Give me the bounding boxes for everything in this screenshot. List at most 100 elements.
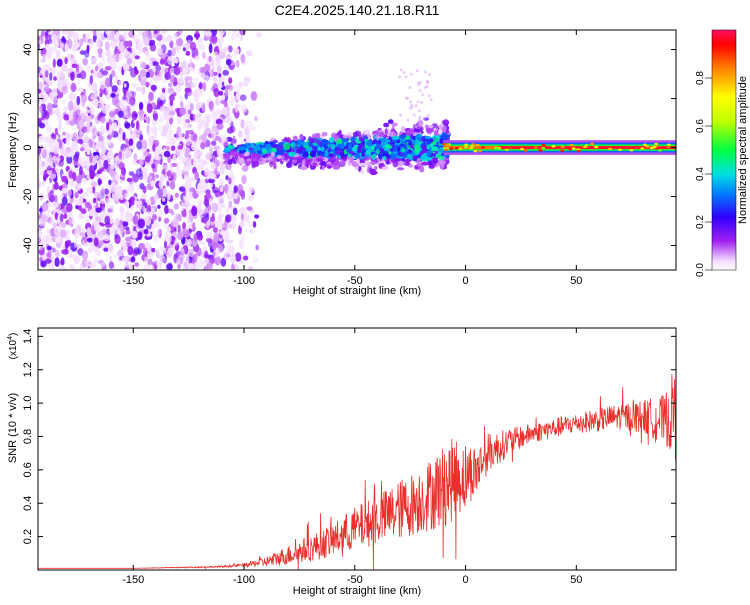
noise-blob <box>59 229 67 239</box>
noise-blob <box>241 174 247 185</box>
noise-blob <box>169 94 175 102</box>
noise-blob <box>50 267 57 270</box>
noise-blob <box>49 138 56 143</box>
noise-blob <box>156 159 161 165</box>
noise-blob <box>161 65 166 75</box>
band-blob <box>315 132 321 139</box>
noise-blob <box>146 103 153 114</box>
noise-blob <box>255 244 259 251</box>
band-blob <box>391 153 397 158</box>
noise-blob <box>52 58 56 69</box>
band-blob <box>314 146 318 152</box>
noise-blob <box>65 132 71 140</box>
noise-blob <box>98 134 103 142</box>
noise-blob <box>73 167 79 173</box>
noise-blob <box>89 74 94 85</box>
peak-blob <box>494 147 499 150</box>
noise-blob <box>104 215 111 225</box>
band-blob <box>238 146 246 151</box>
noise-blob <box>133 112 138 118</box>
ytick-label: 0.8 <box>22 429 34 444</box>
noise-blob <box>74 104 80 110</box>
noise-blob <box>175 84 182 94</box>
noise-blob <box>64 241 69 250</box>
noise-blob <box>201 216 205 223</box>
band-blob <box>278 141 285 145</box>
noise-blob <box>124 150 130 160</box>
band-blob <box>434 151 439 154</box>
noise-blob <box>105 138 112 146</box>
peak-blob <box>666 143 671 146</box>
noise-blob <box>61 187 68 194</box>
noise-blob <box>140 61 147 69</box>
noise-blob <box>185 147 191 154</box>
noise-blob <box>173 203 179 210</box>
noise-blob <box>163 150 171 158</box>
noise-blob <box>221 107 229 116</box>
noise-blob <box>194 171 199 181</box>
colorbar-tick-label: 0.4 <box>695 167 706 181</box>
noise-blob <box>59 213 64 223</box>
noise-blob <box>86 121 91 130</box>
noise-blob <box>164 240 167 249</box>
noise-blob <box>219 230 226 236</box>
noise-blob <box>246 134 251 141</box>
noise-blob <box>239 94 247 101</box>
noise-blob <box>51 46 58 53</box>
noise-blob <box>176 258 181 265</box>
peak-blob <box>584 143 589 147</box>
band-blob <box>378 152 383 160</box>
noise-blob <box>123 83 127 88</box>
noise-blob <box>128 30 135 38</box>
noise-blob <box>117 133 124 142</box>
band-blob <box>280 155 285 160</box>
noise-blob <box>203 184 210 191</box>
noise-blob <box>62 131 66 136</box>
band-blob <box>230 144 235 149</box>
band-blob <box>346 148 352 153</box>
noise-blob <box>185 177 190 185</box>
noise-blob <box>144 202 148 209</box>
stray-blob <box>425 79 429 83</box>
noise-blob <box>192 222 196 231</box>
noise-blob <box>38 145 42 155</box>
noise-blob <box>99 125 106 130</box>
noise-blob <box>92 246 99 252</box>
noise-blob <box>220 36 225 44</box>
noise-blob <box>148 91 154 102</box>
noise-blob <box>128 187 135 193</box>
noise-blob <box>252 221 257 228</box>
noise-blob <box>226 244 232 252</box>
noise-blob <box>126 58 132 66</box>
noise-blob <box>181 201 184 212</box>
noise-blob <box>139 69 147 78</box>
xtick-label: -150 <box>122 574 144 586</box>
noise-blob <box>92 82 98 92</box>
noise-blob <box>220 135 228 143</box>
noise-blob <box>157 254 165 260</box>
peak-blob <box>504 148 509 151</box>
noise-blob <box>205 212 210 222</box>
noise-blob <box>177 76 184 85</box>
noise-blob <box>41 202 49 212</box>
peak-core <box>498 146 676 149</box>
noise-blob <box>187 248 195 258</box>
noise-blob <box>231 33 235 41</box>
peak-blob <box>478 149 483 153</box>
noise-blob <box>106 49 112 58</box>
noise-blob <box>166 180 170 187</box>
noise-blob <box>176 37 184 47</box>
noise-blob <box>200 240 205 246</box>
noise-blob <box>169 162 173 169</box>
band-blob <box>357 145 362 153</box>
noise-blob <box>141 86 146 95</box>
band-blob <box>439 138 444 144</box>
noise-blob <box>214 167 218 176</box>
noise-blob <box>74 228 80 239</box>
peak-blob <box>666 145 671 148</box>
noise-blob <box>191 47 199 58</box>
noise-blob <box>57 34 62 40</box>
noise-blob <box>201 104 206 111</box>
noise-blob <box>76 95 81 106</box>
noise-blob <box>56 236 62 244</box>
